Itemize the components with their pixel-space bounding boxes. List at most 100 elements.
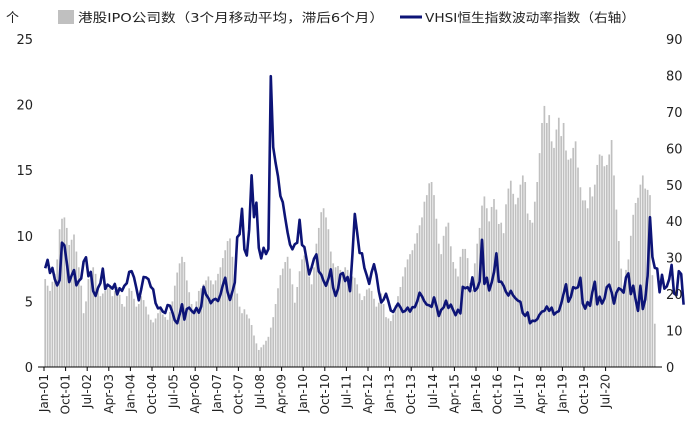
ipo-bar (152, 322, 155, 367)
ipo-bar (358, 293, 361, 367)
ipo-bar (581, 200, 584, 367)
ipo-bar (603, 166, 606, 367)
right-tick-label: 30 (666, 252, 683, 267)
ipo-bar (118, 294, 121, 367)
ipo-bar (279, 275, 282, 367)
ipo-bar (641, 175, 644, 367)
right-tick-label: 0 (666, 361, 674, 376)
ipo-bar (339, 269, 342, 367)
ipo-bar (392, 314, 395, 367)
ipo-bar (209, 280, 212, 367)
ipo-bar (104, 290, 107, 367)
ipo-bar (404, 267, 407, 367)
ipo-bar (44, 279, 47, 367)
x-tick-label: Apr-03 (102, 374, 116, 414)
ipo-bar (303, 255, 306, 367)
left-tick-label: 25 (16, 33, 33, 48)
ipo-bar (197, 290, 200, 367)
ipo-bar (497, 223, 500, 367)
ipo-bar (526, 213, 529, 367)
ipo-bar (159, 309, 162, 367)
x-tick-label: Jan-07 (210, 374, 224, 413)
ipo-bar (190, 304, 193, 367)
ipo-bar (145, 306, 147, 367)
ipo-bar (106, 288, 109, 367)
ipo-bar (425, 195, 428, 367)
ipo-bar (555, 129, 558, 367)
ipo-bar (125, 296, 128, 367)
x-tick-label: Jan-19 (555, 374, 569, 413)
right-tick-label: 80 (666, 69, 683, 84)
x-tick-label: Jul-20 (599, 374, 613, 409)
ipo-bar (471, 289, 474, 367)
x-tick-label: Jul-05 (167, 374, 181, 409)
ipo-bar (625, 269, 627, 367)
ipo-bar (233, 275, 236, 367)
ipo-bar (519, 184, 522, 367)
ipo-bar (567, 159, 570, 367)
ipo-bar (481, 205, 483, 367)
ipo-bar (370, 290, 373, 367)
ipo-bar (478, 227, 481, 367)
ipo-bar (137, 304, 140, 367)
ipo-bar (613, 175, 615, 367)
ipo-bar (214, 280, 217, 367)
ipo-bar (250, 325, 253, 367)
ipo-bar (140, 296, 143, 367)
left-tick-label: 10 (16, 230, 33, 245)
ipo-bar (205, 280, 207, 367)
right-tick-label: 40 (666, 215, 683, 230)
ipo-bar (629, 235, 632, 367)
ipo-bar (87, 279, 90, 367)
ipo-bar (291, 284, 294, 367)
ipo-bar (320, 212, 323, 367)
ipo-bar (337, 265, 339, 367)
x-tick-label: Apr-12 (361, 374, 375, 414)
x-tick-label: Jul-14 (426, 374, 440, 409)
ipo-bar (469, 283, 471, 367)
legend-line-label: VHSI恒生指数波动率指数（右轴） (425, 10, 635, 25)
ipo-bar (277, 288, 279, 367)
ipo-bar (545, 122, 548, 367)
ipo-bar (550, 141, 553, 367)
ipo-bar (622, 285, 625, 367)
ipo-bar (185, 280, 188, 367)
ipo-bar (375, 306, 378, 367)
ipo-bar (111, 296, 114, 367)
ipo-bar (195, 301, 198, 367)
ipo-bars (44, 105, 656, 367)
ipo-bar (46, 285, 49, 367)
ipo-bar (305, 260, 308, 367)
x-tick-label: Oct-16 (491, 374, 505, 414)
ipo-bar (130, 290, 133, 367)
ipo-bar (73, 234, 75, 367)
ipo-bar (325, 217, 327, 367)
ipo-bar (77, 267, 80, 367)
ipo-bar (101, 293, 104, 367)
ipo-bar (85, 301, 87, 367)
ipo-bar (219, 267, 222, 367)
ipo-bar (243, 309, 246, 367)
ipo-bar (265, 340, 267, 367)
right-tick-label: 90 (666, 33, 683, 48)
ipo-bar (313, 267, 315, 367)
ipo-bar (651, 275, 654, 367)
ipo-bar (476, 243, 479, 367)
ipo-bar (293, 302, 296, 367)
legend: 港股IPO公司数（3个月移动平均，滞后6个月） VHSI恒生指数波动率指数（右轴… (58, 10, 635, 25)
ipo-bar (322, 208, 325, 367)
ipo-bar (61, 218, 63, 367)
x-tick-label: Jul-17 (512, 374, 526, 409)
ipo-bar (433, 195, 435, 367)
ipo-bar (437, 243, 440, 367)
ipo-bar (538, 153, 541, 367)
ipo-bar (377, 302, 380, 367)
ipo-bar (649, 195, 651, 367)
left-tick-label: 15 (16, 164, 33, 179)
ipo-bar (135, 306, 138, 367)
ipo-bar (310, 284, 313, 367)
ipo-bar (142, 300, 145, 367)
ipo-bar (286, 256, 289, 367)
ipo-bar (639, 184, 642, 367)
ipo-bar (248, 318, 251, 367)
